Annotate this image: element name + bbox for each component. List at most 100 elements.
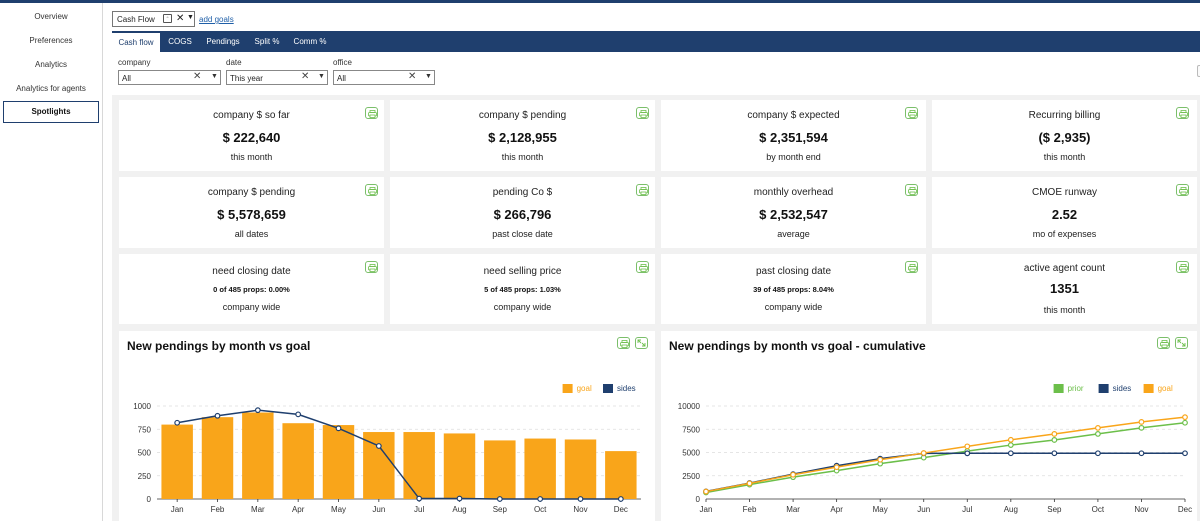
- x-tick-label: Oct: [1092, 505, 1105, 514]
- card-title: company $ pending: [207, 187, 296, 198]
- x-tick-label: Sep: [1047, 505, 1062, 514]
- sidebar-item-analytics-for-agents[interactable]: Analytics for agents: [16, 84, 86, 93]
- print-button[interactable]: [1176, 184, 1189, 196]
- chevron-down-icon[interactable]: ▼: [425, 73, 432, 80]
- top-accent-bar: [0, 0, 1200, 3]
- card-title: pending Co $: [492, 187, 553, 198]
- printer-icon: [1179, 187, 1188, 195]
- card-title: need closing date: [212, 266, 291, 277]
- print-button[interactable]: [365, 184, 378, 196]
- card-value: $ 5,578,659: [217, 207, 286, 222]
- point-goal: [1051, 431, 1058, 437]
- chevron-down-icon[interactable]: ▼: [187, 14, 194, 21]
- card-recurring-billing: Recurring billing ($ 2,935) this month: [932, 100, 1197, 171]
- scroll-handle[interactable]: [1197, 65, 1200, 77]
- tab-pendings[interactable]: Pendings: [206, 37, 240, 46]
- card-company-pending-all: company $ pending $ 5,578,659 all dates: [119, 177, 384, 248]
- sidebar-item-spotlights[interactable]: Spotlights: [3, 101, 99, 123]
- sidebar-item-analytics[interactable]: Analytics: [34, 60, 67, 69]
- tag-icon: ▫: [163, 14, 172, 23]
- legend-label-sides: sides: [617, 384, 636, 393]
- date-filter[interactable]: This year ✕ ▼: [226, 70, 328, 85]
- print-button[interactable]: [1157, 337, 1170, 349]
- card-value: 2.52: [1051, 207, 1078, 222]
- x-tick-label: Jul: [414, 505, 424, 514]
- clear-icon[interactable]: ✕: [408, 71, 417, 82]
- legend-label-prior: prior: [1068, 384, 1084, 393]
- tab-cogs[interactable]: COGS: [168, 37, 192, 46]
- office-filter-value: All: [337, 74, 346, 83]
- card-title: company $ expected: [747, 110, 840, 121]
- print-button[interactable]: [636, 184, 649, 196]
- chevron-down-icon[interactable]: ▼: [211, 73, 218, 80]
- card-subtitle: past close date: [492, 229, 553, 239]
- print-button[interactable]: [1176, 261, 1189, 273]
- printer-icon: [908, 264, 917, 272]
- printer-icon: [368, 110, 377, 118]
- report-select[interactable]: Cash Flow ▫ ✕ ▼: [112, 11, 195, 27]
- point-prior: [1182, 419, 1188, 426]
- x-tick-label: Dec: [614, 505, 628, 514]
- printer-icon: [1160, 340, 1169, 348]
- office-filter[interactable]: All ✕ ▼: [333, 70, 435, 85]
- y-tick-label: 0: [147, 495, 152, 504]
- bar-goal: [403, 432, 435, 499]
- bar-goal: [443, 433, 476, 499]
- add-goals-link[interactable]: add goals: [199, 15, 234, 24]
- point-sides: [214, 412, 221, 419]
- point-goal: [1007, 436, 1014, 443]
- tab-split[interactable]: Split %: [254, 37, 280, 46]
- print-button[interactable]: [365, 107, 378, 119]
- point-sides: [1138, 450, 1145, 457]
- bar-goal: [201, 417, 234, 499]
- printer-icon: [368, 187, 377, 195]
- chevron-down-icon[interactable]: ▼: [318, 73, 325, 80]
- print-button[interactable]: [636, 261, 649, 273]
- x-tick-label: Feb: [743, 505, 757, 514]
- card-subtitle: this month: [1043, 152, 1086, 162]
- card-pending-co: pending Co $ $ 266,796 past close date: [390, 177, 655, 248]
- print-button[interactable]: [636, 107, 649, 119]
- point-goal: [703, 488, 709, 495]
- card-title: company $ pending: [478, 110, 567, 121]
- expand-button[interactable]: [1175, 337, 1188, 349]
- printer-icon: [908, 187, 917, 195]
- company-filter[interactable]: All ✕ ▼: [118, 70, 221, 85]
- bar-goal: [282, 423, 314, 499]
- point-sides: [416, 495, 423, 502]
- card-title: Recurring billing: [1028, 110, 1101, 121]
- tab-comm[interactable]: Comm %: [293, 37, 327, 46]
- x-tick-label: Jul: [962, 505, 972, 514]
- legend-label-goal: goal: [1158, 384, 1173, 393]
- printer-icon: [1179, 264, 1188, 272]
- x-tick-label: Mar: [786, 505, 800, 514]
- sidebar-item-preferences[interactable]: Preferences: [29, 36, 73, 45]
- point-goal: [964, 443, 971, 450]
- series-line-prior: [705, 421, 1186, 494]
- card-title: active agent count: [1023, 263, 1106, 274]
- card-company-so-far: company $ so far $ 222,640 this month: [119, 100, 384, 171]
- legend-swatch-goal: [562, 384, 573, 393]
- print-button[interactable]: [365, 261, 378, 273]
- y-tick-label: 500: [138, 449, 152, 458]
- print-button[interactable]: [905, 107, 918, 119]
- point-sides: [964, 450, 971, 457]
- clear-icon[interactable]: ✕: [301, 71, 310, 82]
- print-button[interactable]: [617, 337, 630, 349]
- x-tick-label: Aug: [452, 505, 466, 514]
- card-subtitle: this month: [1043, 305, 1086, 315]
- point-sides: [617, 496, 624, 502]
- clear-icon[interactable]: ✕: [193, 71, 202, 82]
- print-button[interactable]: [905, 184, 918, 196]
- x-tick-label: Nov: [1134, 505, 1148, 514]
- sidebar-item-overview[interactable]: Overview: [34, 12, 68, 21]
- x-tick-label: Jun: [372, 505, 385, 514]
- expand-button[interactable]: [635, 337, 648, 349]
- card-subtitle: company wide: [764, 302, 823, 312]
- card-subtitle: company wide: [493, 302, 552, 312]
- point-goal: [1182, 414, 1188, 421]
- print-button[interactable]: [1176, 107, 1189, 119]
- print-button[interactable]: [905, 261, 918, 273]
- tab-cash-flow[interactable]: Cash flow: [112, 31, 160, 52]
- clear-icon[interactable]: ✕: [176, 13, 185, 24]
